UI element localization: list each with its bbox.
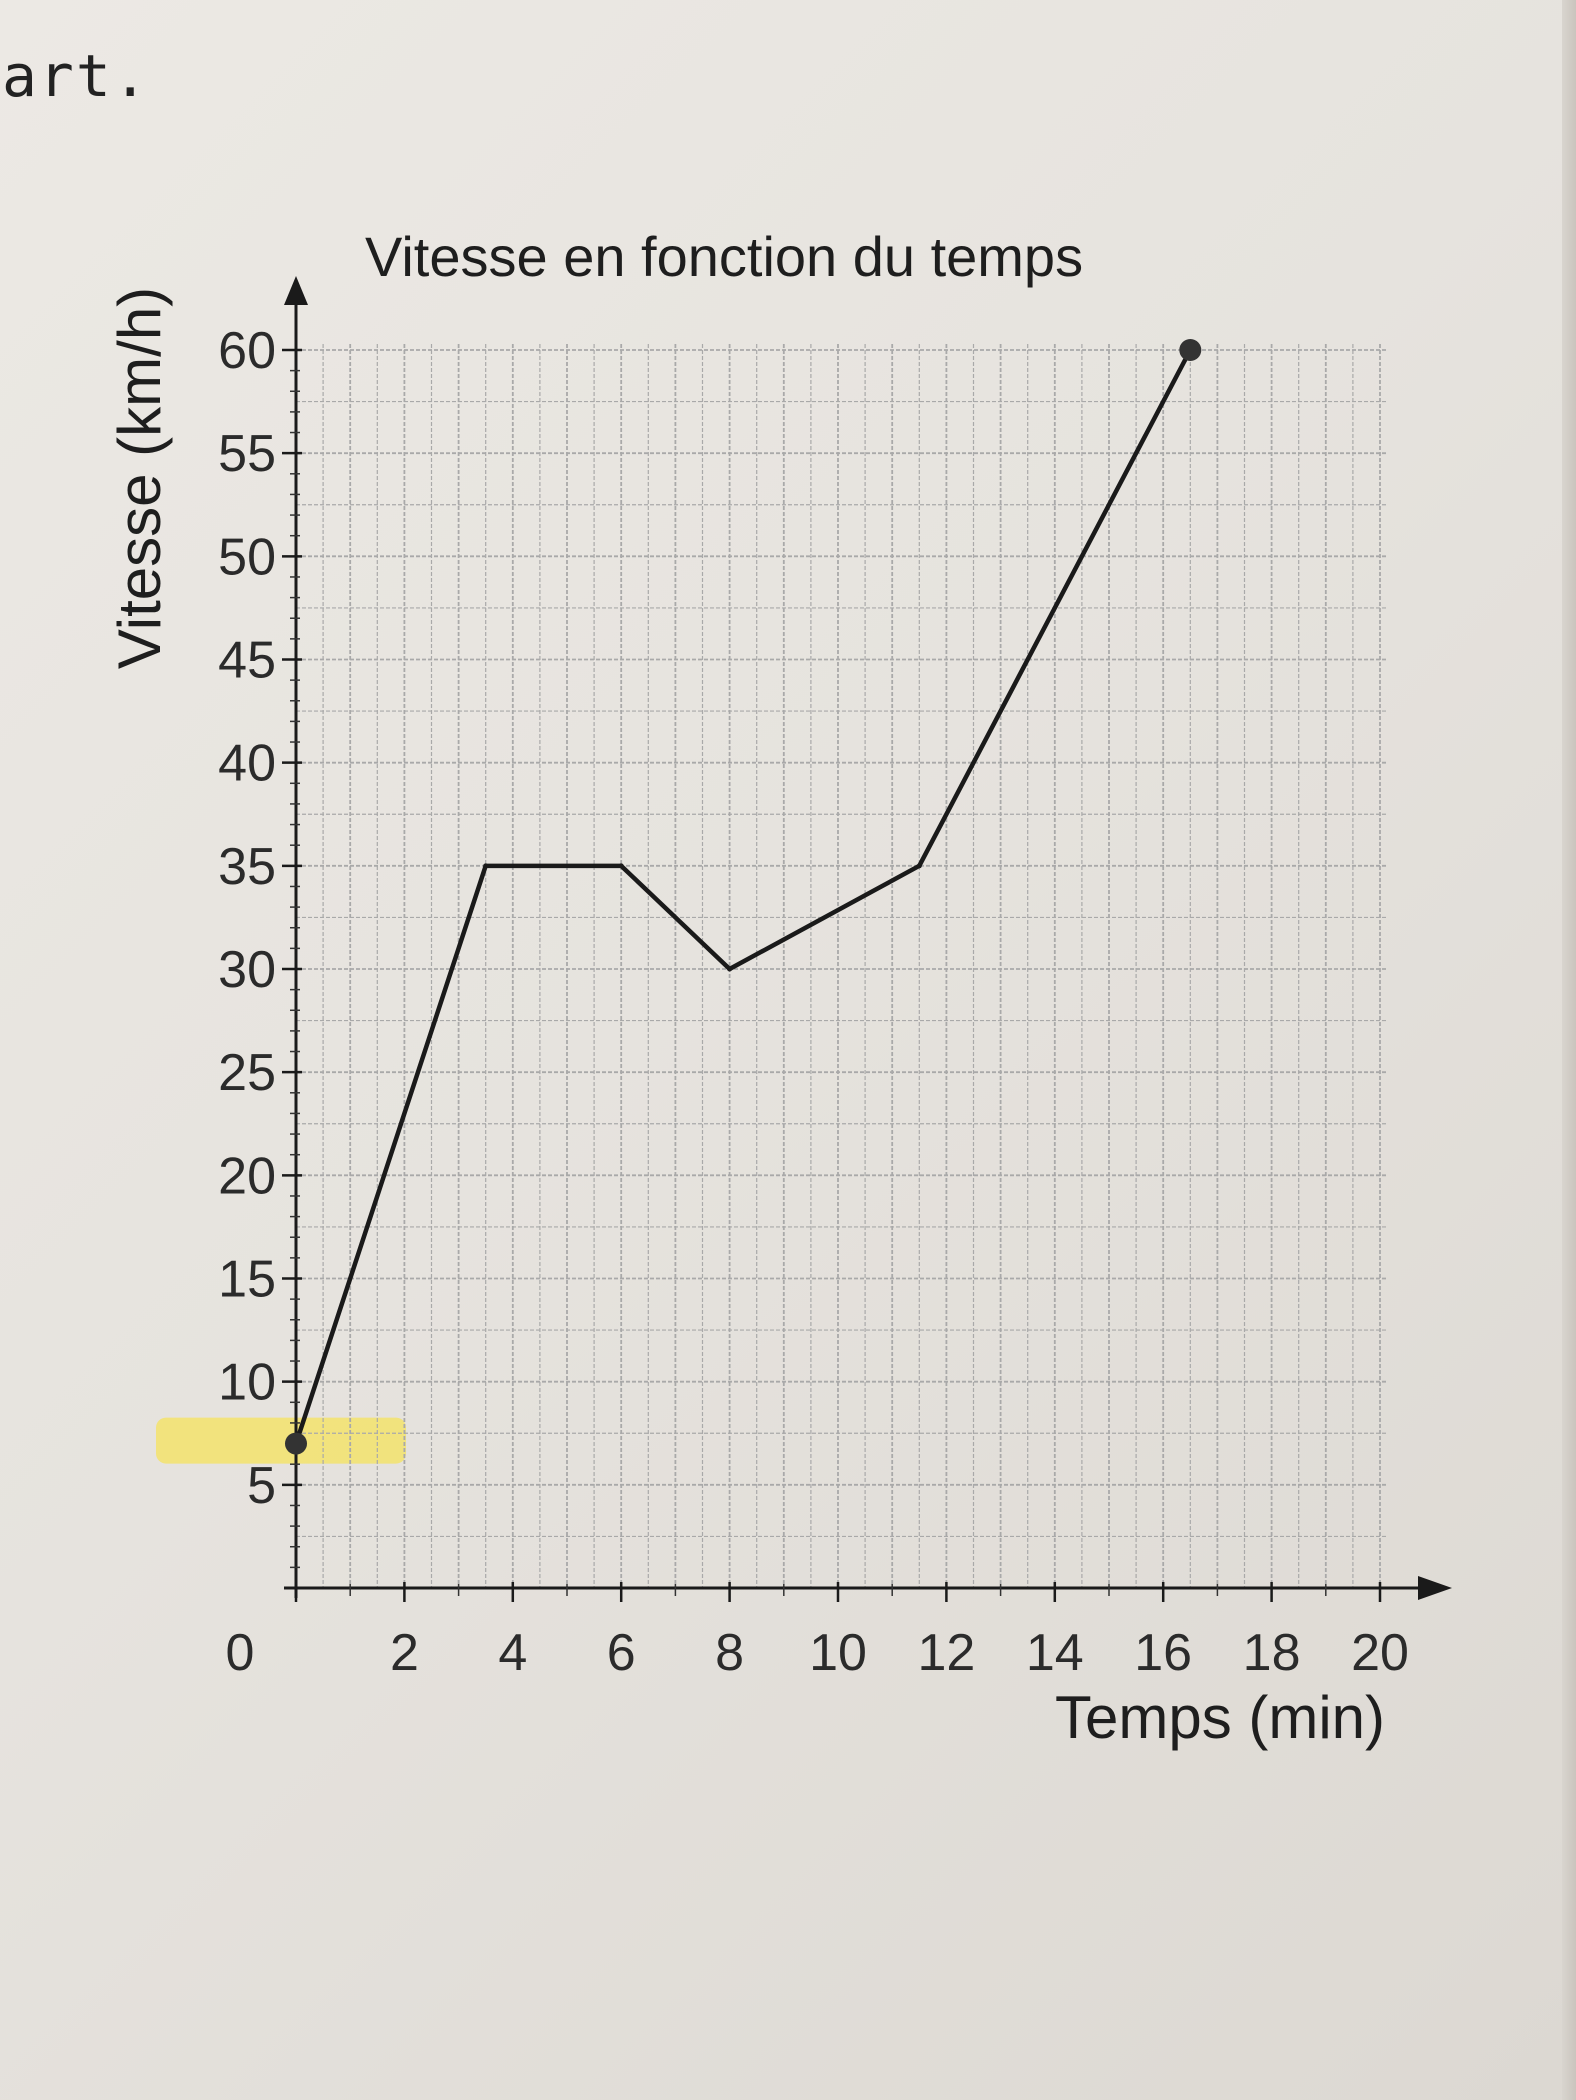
y-tick-label: 10: [218, 1354, 276, 1412]
x-tick-label: 8: [715, 1624, 744, 1682]
x-tick-label: 20: [1351, 1624, 1409, 1682]
y-tick-label: 30: [218, 941, 276, 999]
x-tick-label: 10: [809, 1624, 867, 1682]
chart-title: Vitesse en fonction du temps: [365, 225, 1083, 288]
data-point: [916, 863, 922, 869]
x-tick-label: 4: [498, 1624, 527, 1682]
y-tick-label: 25: [218, 1044, 276, 1102]
grid: [156, 344, 1386, 1589]
x-axis-arrow: [1418, 1576, 1452, 1600]
y-axis-label: Vitesse (km/h): [106, 287, 173, 669]
x-tick-label: 2: [390, 1624, 419, 1682]
page-edge: [1562, 0, 1576, 2100]
x-tick-label: 0: [226, 1624, 255, 1682]
x-tick-label: 6: [607, 1624, 636, 1682]
series-line-0: [293, 347, 1193, 1446]
ticks: 5 10 15 20 25 30 35 40 45 50 55 60 0 2 4 6 8 10 12 14 16 18 20: [218, 322, 1409, 1682]
y-tick-label: 55: [218, 425, 276, 483]
data-point: [483, 863, 489, 869]
axes: [284, 276, 1452, 1600]
y-tick-label: 35: [218, 838, 276, 896]
x-tick-label: 18: [1243, 1624, 1301, 1682]
x-tick-label: 14: [1026, 1624, 1084, 1682]
x-tick-label: 16: [1134, 1624, 1192, 1682]
x-tick-label: 12: [917, 1624, 975, 1682]
y-tick-label: 50: [218, 528, 276, 586]
data-point: [618, 863, 624, 869]
series: [285, 339, 1202, 1455]
y-tick-label: 45: [218, 632, 276, 690]
endpoint-dot: [1179, 339, 1202, 361]
data-point: [727, 966, 733, 972]
y-tick-label: 40: [218, 735, 276, 793]
highlight-mark: [156, 1417, 406, 1464]
y-tick-label: 20: [218, 1147, 276, 1205]
top-text: art.: [2, 42, 150, 110]
y-tick-label: 15: [218, 1251, 276, 1309]
x-axis-label: Temps (min): [1055, 1684, 1385, 1751]
y-tick-label: 5: [247, 1457, 276, 1515]
y-axis-arrow: [284, 276, 308, 305]
endpoint-dot: [285, 1432, 307, 1455]
y-tick-label: 60: [218, 322, 276, 380]
